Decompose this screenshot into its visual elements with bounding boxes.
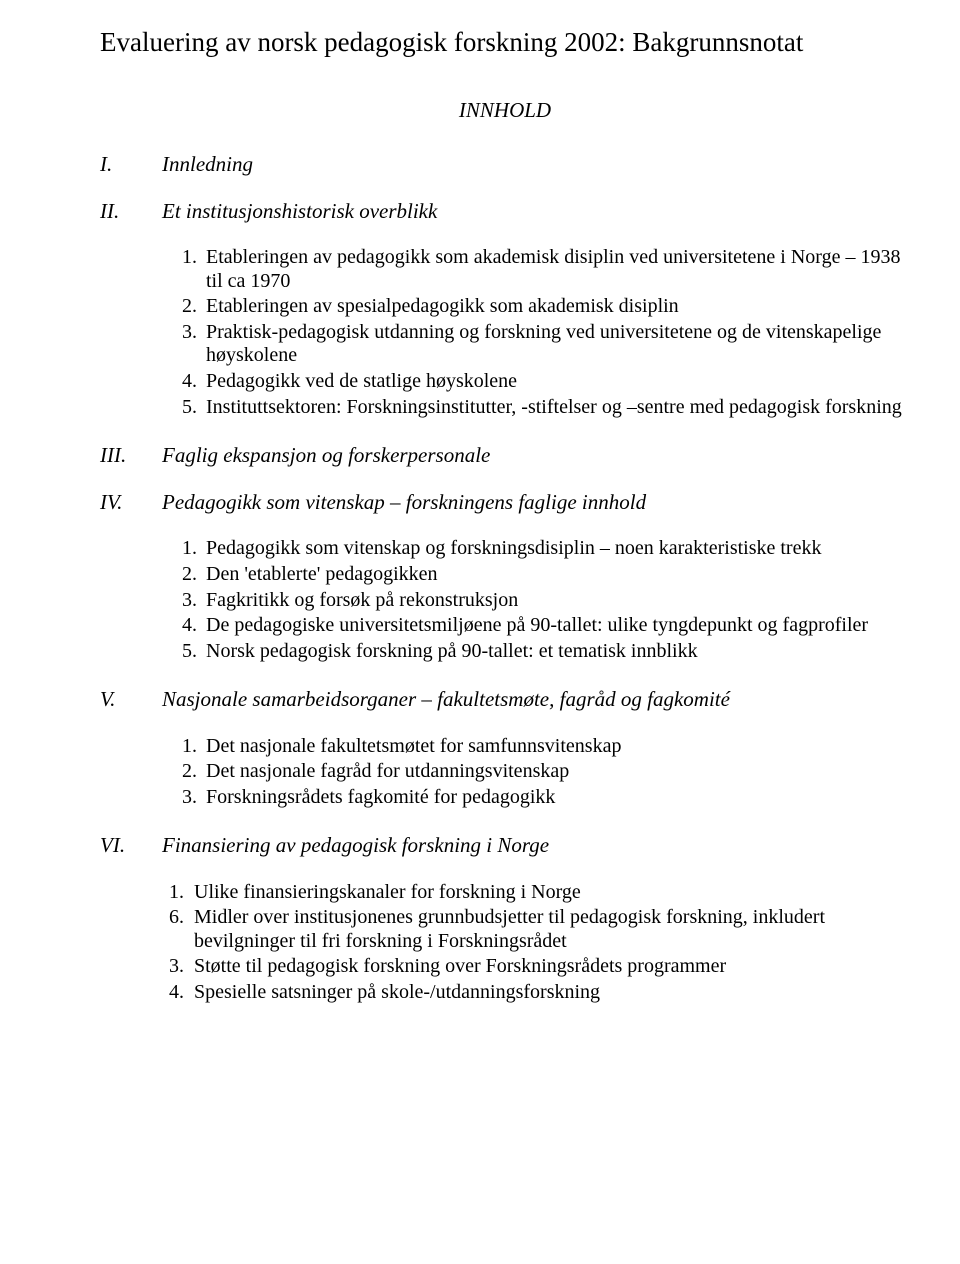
section-label: Et institusjonshistorisk overblikk [162, 199, 910, 224]
section-roman: II. [100, 199, 162, 224]
section-label: Finansiering av pedagogisk forskning i N… [162, 833, 910, 858]
list-item: Etableringen av pedagogikk som akademisk… [202, 246, 910, 293]
list-section-6: 1.Ulike finansieringskanaler for forskni… [162, 881, 910, 1005]
section-row-2: II. Et institusjonshistorisk overblikk [100, 199, 910, 224]
list-item: Pedagogikk som vitenskap og forskningsdi… [202, 537, 910, 561]
list-item: 1.Ulike finansieringskanaler for forskni… [162, 881, 910, 905]
list-item: Fagkritikk og forsøk på rekonstruksjon [202, 589, 910, 613]
list-text: Midler over institusjonenes grunnbudsjet… [194, 906, 910, 953]
section-roman: I. [100, 152, 162, 177]
list-item: 4.Spesielle satsninger på skole-/utdanni… [162, 981, 910, 1005]
list-number: 1. [166, 881, 194, 905]
document-title: Evaluering av norsk pedagogisk forskning… [100, 26, 910, 58]
list-item: Det nasjonale fagråd for utdanningsviten… [202, 760, 910, 784]
section-label: Nasjonale samarbeidsorganer – fakultetsm… [162, 687, 910, 712]
section-roman: IV. [100, 490, 162, 515]
list-item: 3.Støtte til pedagogisk forskning over F… [162, 955, 910, 979]
section-row-3: III. Faglig ekspansjon og forskerpersona… [100, 443, 910, 468]
section-label: Innledning [162, 152, 910, 177]
list-item: 6.Midler over institusjonenes grunnbudsj… [162, 906, 910, 953]
section-roman: V. [100, 687, 162, 712]
list-item: Etableringen av spesialpedagogikk som ak… [202, 295, 910, 319]
list-section-5: Det nasjonale fakultetsmøtet for samfunn… [202, 735, 910, 810]
section-label: Pedagogikk som vitenskap – forskningens … [162, 490, 910, 515]
section-row-6: VI. Finansiering av pedagogisk forskning… [100, 833, 910, 858]
list-text: Støtte til pedagogisk forskning over For… [194, 955, 910, 979]
section-row-5: V. Nasjonale samarbeidsorganer – fakulte… [100, 687, 910, 712]
section-row-1: I. Innledning [100, 152, 910, 177]
section-roman: III. [100, 443, 162, 468]
list-item: Forskningsrådets fagkomité for pedagogik… [202, 786, 910, 810]
list-section-2: Etableringen av pedagogikk som akademisk… [202, 246, 910, 419]
section-label: Faglig ekspansjon og forskerpersonale [162, 443, 910, 468]
list-item: Det nasjonale fakultetsmøtet for samfunn… [202, 735, 910, 759]
toc-heading: INNHOLD [100, 98, 910, 123]
list-text: Spesielle satsninger på skole-/utdanning… [194, 981, 910, 1005]
list-item: De pedagogiske universitetsmiljøene på 9… [202, 614, 910, 638]
list-item: Pedagogikk ved de statlige høyskolene [202, 370, 910, 394]
list-number: 4. [166, 981, 194, 1005]
list-item: Praktisk-pedagogisk utdanning og forskni… [202, 321, 910, 368]
list-number: 6. [166, 906, 194, 953]
list-section-4: Pedagogikk som vitenskap og forskningsdi… [202, 537, 910, 663]
section-roman: VI. [100, 833, 162, 858]
list-item: Instituttsektoren: Forskningsinstitutter… [202, 396, 910, 420]
list-item: Norsk pedagogisk forskning på 90-tallet:… [202, 640, 910, 664]
section-row-4: IV. Pedagogikk som vitenskap – forskning… [100, 490, 910, 515]
list-number: 3. [166, 955, 194, 979]
list-text: Ulike finansieringskanaler for forskning… [194, 881, 910, 905]
list-item: Den 'etablerte' pedagogikken [202, 563, 910, 587]
